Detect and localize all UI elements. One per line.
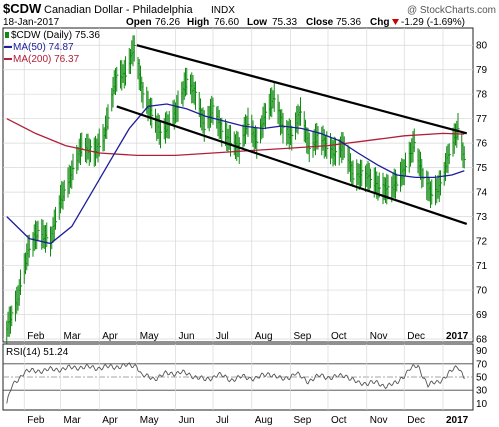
price-xtick-label: Oct [331, 331, 347, 342]
price-xtick-label: Nov [370, 331, 388, 342]
rsi-xtick-label: Sep [294, 415, 312, 426]
rsi-label: RSI(14) 51.24 [6, 347, 69, 358]
rsi-ytick-label: 30 [476, 386, 488, 397]
price-ytick-label: 69 [476, 310, 488, 321]
ma200-line [6, 118, 465, 157]
rsi-xtick-label: Mar [64, 415, 82, 426]
channel-lines [116, 44, 468, 225]
channel-line [116, 105, 468, 225]
ma50-line [6, 103, 465, 245]
rsi-xtick-label: Dec [407, 415, 425, 426]
rsi-xtick-label: Feb [27, 415, 45, 426]
header-high: 76.60 [214, 17, 239, 28]
price-panel-frame [2, 27, 474, 343]
header-open: 76.26 [155, 17, 180, 28]
header-high-label: High [187, 17, 209, 28]
price-ytick-label: 80 [476, 41, 488, 52]
price-ytick-label: 70 [476, 286, 488, 297]
price-ytick-label: 78 [476, 90, 488, 101]
price-xtick-label: May [140, 331, 159, 342]
rsi-panel-frame [2, 343, 474, 411]
header-exchange: INDX [211, 5, 235, 16]
rsi-xtick-label: Oct [331, 415, 347, 426]
price-xtick-label: Apr [102, 331, 118, 342]
rsi-xtick-label: Aug [255, 415, 273, 426]
down-triangle-icon [392, 19, 399, 25]
price-xtick-label: Mar [64, 331, 82, 342]
header-symbol: $CDW [3, 1, 42, 16]
price-grid [3, 28, 473, 342]
price-ytick-label: 77 [476, 114, 488, 125]
rsi-y-axis: 10 30 50 70 90 [476, 346, 488, 410]
price-xtick-label: Jul [216, 331, 229, 342]
rsi-xtick-label: Nov [370, 415, 388, 426]
price-series [6, 35, 466, 346]
header-close: 75.36 [336, 17, 361, 28]
rsi-xtick-label: May [140, 415, 159, 426]
price-xtick-label: Jun [179, 331, 195, 342]
price-ytick-label: 75 [476, 163, 488, 174]
rsi-grid [3, 344, 473, 410]
header-chg: -1.29 (-1.69%) [401, 17, 465, 28]
header-date: 18-Jan-2017 [3, 17, 60, 28]
price-xtick-label: 2017 [446, 331, 469, 342]
header-close-label: Close [306, 17, 334, 28]
rsi-series [6, 362, 465, 404]
price-ytick-label: 79 [476, 65, 488, 76]
price-ytick-label: 73 [476, 212, 488, 223]
price-ytick-label: 74 [476, 188, 488, 199]
price-ytick-label: 68 [476, 335, 488, 346]
price-xtick-label: Aug [255, 331, 273, 342]
header-low-label: Low [247, 17, 267, 28]
rsi-xtick-label: 2017 [446, 415, 469, 426]
legend-price: $CDW (Daily) 75.36 [11, 30, 100, 41]
header-name: Canadian Dollar - Philadelphia [44, 4, 193, 16]
header-open-label: Open [126, 17, 152, 28]
legend-price-swatch [5, 32, 9, 38]
rsi-ytick-label: 70 [476, 359, 488, 370]
price-y-axis: 68 69 70 71 72 73 74 75 76 77 78 79 80 [476, 41, 488, 346]
rsi-ytick-label: 90 [476, 346, 488, 357]
rsi-ytick-label: 50 [476, 373, 488, 384]
rsi-xtick-label: Jun [179, 415, 195, 426]
rsi-xtick-label: Jul [216, 415, 229, 426]
price-ytick-label: 71 [476, 261, 488, 272]
price-xtick-label: Dec [407, 331, 425, 342]
price-x-axis: Feb Mar Apr May Jun Jul Aug Sep Oct Nov Dec 2017 [27, 331, 468, 342]
price-xtick-label: Sep [294, 331, 312, 342]
price-ytick-label: 72 [476, 237, 488, 248]
channel-line [136, 44, 468, 135]
rsi-ytick-label: 10 [476, 399, 488, 410]
header-chg-label: Chg [370, 17, 389, 28]
header-low: 75.33 [272, 17, 297, 28]
legend-ma50: MA(50) 74.87 [13, 42, 74, 53]
watermark: @ StockCharts.com [407, 5, 496, 16]
rsi-xtick-label: Apr [102, 415, 118, 426]
price-ytick-label: 76 [476, 139, 488, 150]
rsi-line [6, 362, 465, 404]
legend-ma200: MA(200) 76.37 [13, 54, 80, 65]
price-xtick-label: Feb [27, 331, 45, 342]
rsi-x-axis: Feb Mar Apr May Jun Jul Aug Sep Oct Nov Dec 2017 [27, 415, 468, 426]
